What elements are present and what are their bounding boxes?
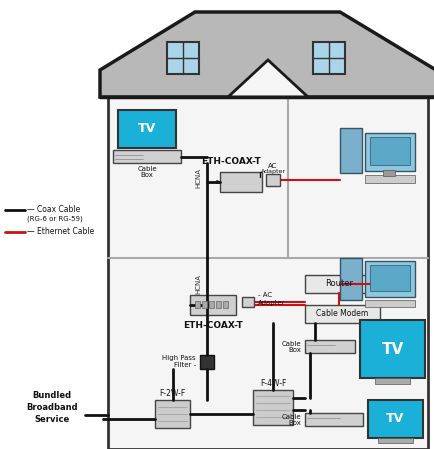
Bar [365,300,415,307]
Bar [118,110,176,148]
Bar [113,150,181,163]
Bar [242,297,254,307]
Bar [305,275,373,293]
Bar [340,128,362,173]
Text: Cable Modem: Cable Modem [316,309,368,318]
Text: Cable: Cable [137,166,157,172]
Text: (RG-6 or RG-59): (RG-6 or RG-59) [27,216,83,222]
Text: Adapter: Adapter [258,300,286,306]
Text: Service: Service [34,414,69,423]
Text: Bundled: Bundled [33,391,72,400]
Text: ETH-COAX-T: ETH-COAX-T [183,321,243,330]
Text: - AC: - AC [258,292,272,298]
Bar [365,261,415,297]
Text: ETH-COAX-T: ETH-COAX-T [201,158,261,167]
Text: AC: AC [268,163,278,169]
Bar [108,97,428,449]
Bar [378,438,413,443]
Text: TV: TV [381,342,404,357]
Text: Box: Box [288,347,301,353]
Text: — Ethernet Cable: — Ethernet Cable [27,228,94,237]
Text: HCNA: HCNA [195,274,201,294]
Bar [370,265,410,291]
Bar [365,133,415,171]
Bar [340,258,362,300]
Bar [305,340,355,353]
Text: Filter -: Filter - [174,362,196,368]
Bar [305,413,363,426]
Text: — Coax Cable: — Coax Cable [27,206,80,215]
Text: High Pass: High Pass [162,355,196,361]
Bar [365,175,415,183]
Bar [209,301,214,308]
Bar [202,301,207,308]
Text: F-4W-F: F-4W-F [260,379,286,388]
Text: Adapter: Adapter [260,168,286,173]
Bar [375,378,410,384]
Text: Cable: Cable [281,341,301,347]
Polygon shape [100,12,434,97]
Text: Box: Box [141,172,154,178]
Bar [223,301,228,308]
Bar [383,170,395,176]
Text: Box: Box [288,420,301,426]
Bar [313,42,345,74]
Polygon shape [228,60,308,97]
Bar [370,137,410,165]
Text: TV: TV [138,123,156,136]
Bar [360,320,425,378]
Bar [266,174,280,186]
Bar [190,295,236,315]
Text: HCNA: HCNA [195,167,201,188]
Text: Cable: Cable [281,414,301,420]
Bar [253,390,293,425]
Bar [167,42,199,74]
Bar [368,400,423,438]
Bar [200,355,214,369]
Bar [220,172,262,192]
Bar [305,305,380,323]
Text: F-2W-F: F-2W-F [159,389,186,399]
Bar [155,400,190,428]
Text: Broadband: Broadband [26,402,78,411]
Text: Router: Router [325,279,353,289]
Bar [216,301,221,308]
Bar [195,301,200,308]
Text: ⊕: ⊕ [215,180,219,185]
Text: TV: TV [386,413,404,426]
